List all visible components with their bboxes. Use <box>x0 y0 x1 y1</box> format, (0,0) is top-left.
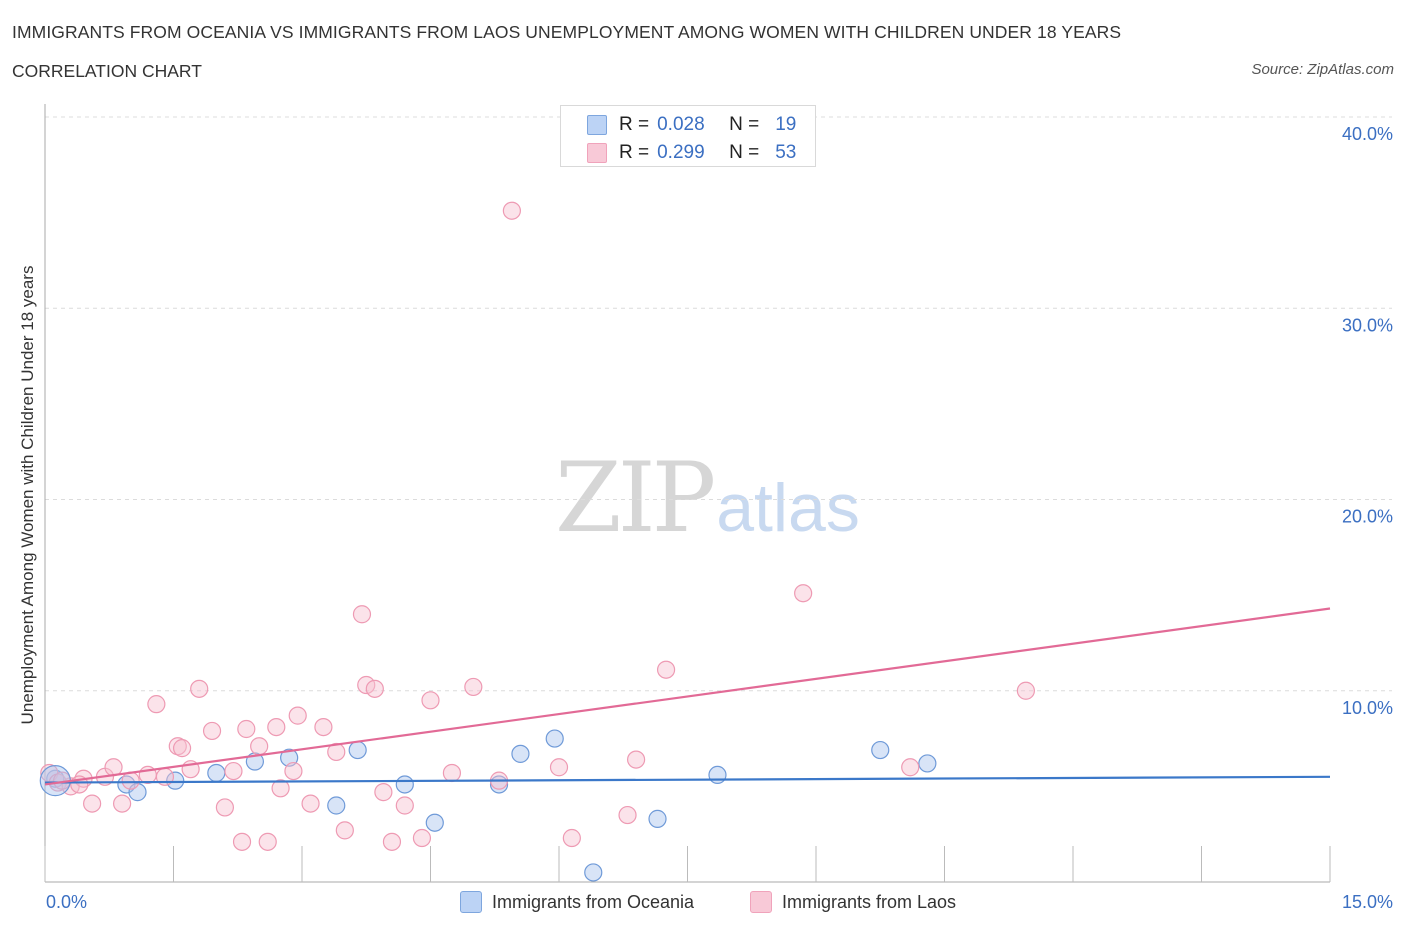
point-oceania <box>395 775 414 794</box>
correlation-legend: R = 0.028 N = 19 R = 0.299 N = 53 <box>560 105 816 167</box>
point-laos <box>83 794 102 813</box>
point-laos <box>335 821 354 840</box>
point-oceania <box>128 783 147 802</box>
point-oceania <box>166 771 185 790</box>
trend-layer <box>44 607 1331 786</box>
legend-swatch-oceania <box>587 115 607 135</box>
point-oceania <box>708 765 727 785</box>
y-tick-label: 20.0% <box>1342 507 1393 527</box>
point-oceania <box>511 744 530 763</box>
point-laos <box>271 779 290 798</box>
point-laos <box>382 832 402 851</box>
point-laos <box>250 737 269 756</box>
legend-n-value-oceania: 19 <box>775 114 797 135</box>
bottom-legend-swatch-oceania <box>460 891 482 913</box>
y-tick-label: 10.0% <box>1342 698 1393 718</box>
point-oceania <box>871 740 890 760</box>
point-laos <box>374 783 393 802</box>
point-laos <box>284 761 303 781</box>
point-laos <box>1016 681 1035 700</box>
point-oceania <box>348 740 367 760</box>
point-oceania <box>425 813 444 832</box>
point-oceania <box>207 763 226 783</box>
bottom-legend-oceania: Immigrants from Oceania <box>460 889 694 915</box>
trend-line-oceania <box>44 775 1331 784</box>
legend-r-label: R = <box>619 142 650 163</box>
point-laos <box>172 739 192 758</box>
x-tick-label: 15.0% <box>1342 892 1393 912</box>
point-laos <box>395 796 414 815</box>
point-laos <box>314 717 333 737</box>
x-tick-label: 0.0% <box>46 892 87 912</box>
grid-layer <box>45 116 1392 692</box>
legend-row-oceania: R = 0.028 N = 19 <box>587 113 796 137</box>
point-oceania <box>648 809 667 828</box>
point-laos <box>626 750 646 769</box>
axis-layer <box>44 104 1331 883</box>
watermark-zip: ZIP <box>555 442 716 554</box>
point-laos <box>442 763 462 783</box>
point-laos <box>352 605 372 624</box>
point-laos <box>301 794 320 813</box>
point-laos <box>237 719 256 739</box>
point-laos <box>562 828 581 848</box>
point-oceania <box>918 754 937 773</box>
point-oceania <box>327 796 346 815</box>
point-laos <box>618 805 637 825</box>
point-laos <box>365 679 384 698</box>
point-laos <box>112 794 132 813</box>
watermark: ZIPatlas <box>555 442 860 554</box>
point-laos <box>327 742 346 762</box>
bottom-legend-laos: Immigrants from Laos <box>750 889 956 915</box>
point-laos <box>215 798 234 817</box>
point-laos <box>794 584 813 603</box>
chart-subtitle: CORRELATION CHART <box>12 61 202 81</box>
tick-label-layer: 10.0% 20.0% 30.0% 40.0% 0.0% 15.0% <box>46 124 1393 912</box>
legend-n-value-laos: 53 <box>775 142 797 163</box>
point-laos <box>202 721 222 741</box>
point-laos <box>502 201 521 220</box>
point-laos <box>901 758 920 777</box>
point-laos <box>147 695 166 714</box>
y-tick-label: 30.0% <box>1342 315 1393 335</box>
legend-r-value-oceania: 0.028 <box>657 114 705 135</box>
point-oceania <box>545 729 564 748</box>
point-laos <box>232 832 252 851</box>
chart-title: IMMIGRANTS FROM OCEANIA VS IMMIGRANTS FR… <box>12 22 1122 42</box>
point-laos <box>121 771 140 790</box>
point-laos <box>464 677 483 697</box>
point-oceania <box>584 863 603 882</box>
watermark-atlas: atlas <box>716 470 860 546</box>
source-label: Source: ZipAtlas.com <box>1251 61 1394 78</box>
legend-row-laos: R = 0.299 N = 53 <box>587 141 796 165</box>
point-laos <box>267 717 286 737</box>
point-laos <box>421 691 440 710</box>
point-laos <box>258 832 277 851</box>
y-tick-label: 40.0% <box>1342 124 1393 144</box>
bottom-legend-swatch-laos <box>750 891 772 913</box>
legend-swatch-laos <box>587 143 607 163</box>
point-oceania <box>280 748 299 767</box>
point-laos <box>288 706 307 725</box>
point-laos <box>224 761 243 781</box>
trend-line-laos <box>44 607 1331 786</box>
legend-r-value-laos: 0.299 <box>657 142 705 163</box>
point-laos <box>412 828 432 848</box>
legend-n-label: N = <box>729 142 760 163</box>
point-laos <box>190 679 209 698</box>
legend-r-label: R = <box>619 114 650 135</box>
point-laos <box>357 675 376 695</box>
point-laos <box>656 660 676 679</box>
point-laos <box>549 758 569 777</box>
bottom-legend-label-oceania: Immigrants from Oceania <box>492 891 695 912</box>
bottom-legend-label-laos: Immigrants from Laos <box>782 891 957 912</box>
legend-n-label: N = <box>729 114 760 135</box>
